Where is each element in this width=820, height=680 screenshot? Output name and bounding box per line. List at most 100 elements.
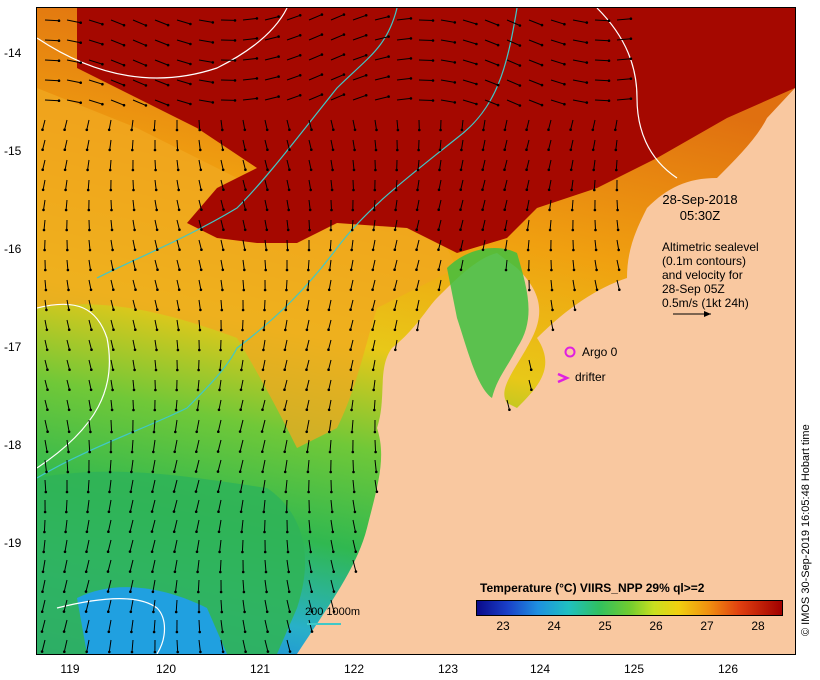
velocity-vector-head	[153, 650, 157, 654]
velocity-vector	[504, 179, 508, 190]
velocity-vector	[351, 239, 354, 250]
velocity-vector	[242, 639, 247, 652]
velocity-vector	[65, 199, 68, 211]
velocity-vector	[506, 59, 521, 66]
velocity-vector-head	[364, 54, 368, 57]
velocity-vector-head	[437, 188, 441, 192]
velocity-vector-head	[320, 13, 324, 16]
velocity-vector-head	[375, 128, 378, 132]
velocity-vector	[460, 199, 464, 210]
velocity-vector-head	[438, 168, 441, 172]
velocity-vector	[350, 379, 354, 390]
velocity-vector-head	[90, 328, 93, 332]
sst-map	[36, 7, 796, 655]
velocity-vector	[154, 179, 157, 190]
velocity-vector	[374, 139, 377, 151]
velocity-vector-head	[111, 368, 115, 372]
velocity-vector	[550, 59, 565, 65]
velocity-vector-head	[503, 148, 507, 151]
velocity-vector-head	[475, 82, 478, 86]
velocity-vector-head	[416, 168, 420, 172]
velocity-vector	[154, 279, 158, 290]
velocity-vector-head	[330, 188, 334, 192]
velocity-vector-head	[57, 99, 61, 102]
velocity-vector	[87, 499, 90, 512]
velocity-vector-head	[109, 450, 113, 454]
velocity-vector	[151, 499, 156, 512]
velocity-vector	[372, 319, 376, 330]
velocity-vector	[571, 199, 574, 211]
velocity-vector-head	[219, 590, 223, 594]
velocity-vector-head	[351, 208, 355, 212]
velocity-vector	[109, 159, 112, 171]
velocity-vector	[41, 639, 46, 652]
velocity-vector-head	[108, 470, 112, 474]
velocity-vector	[173, 479, 178, 492]
date-annotation: 28-Sep-2018 05:30Z	[655, 192, 745, 224]
x-tick-label: 123	[437, 662, 459, 676]
velocity-vector-head	[63, 650, 66, 653]
velocity-vector-head	[196, 388, 200, 392]
velocity-vector-head	[189, 62, 192, 66]
velocity-vector	[220, 239, 224, 250]
velocity-vector-head	[308, 228, 311, 232]
velocity-vector	[217, 479, 222, 492]
velocity-vector-head	[332, 590, 336, 593]
velocity-vector	[173, 499, 178, 512]
velocity-vector-head	[529, 368, 533, 372]
velocity-vector	[374, 56, 389, 61]
velocity-vector-head	[563, 102, 566, 106]
velocity-vector	[308, 139, 312, 150]
velocity-vector-head	[132, 388, 136, 392]
velocity-vector-head	[354, 570, 358, 573]
velocity-vector-head	[238, 430, 242, 433]
velocity-vector-head	[240, 530, 243, 534]
land-area	[297, 88, 795, 654]
velocity-vector-head	[353, 128, 357, 132]
argo-marker	[564, 346, 576, 358]
velocity-vector	[284, 339, 288, 350]
velocity-vector-head	[173, 470, 176, 474]
velocity-vector-head	[569, 148, 573, 152]
velocity-vector-head	[238, 470, 242, 474]
velocity-vector-head	[615, 168, 618, 172]
velocity-vector	[506, 399, 510, 410]
velocity-vector-head	[41, 590, 44, 593]
velocity-vector	[176, 39, 191, 45]
velocity-vector-head	[371, 308, 374, 312]
velocity-vector-head	[241, 570, 245, 574]
velocity-vector	[131, 439, 134, 453]
velocity-vector	[592, 119, 596, 130]
velocity-vector	[88, 359, 92, 370]
velocity-vector-head	[88, 450, 91, 454]
velocity-vector-head	[287, 590, 291, 594]
velocity-vector-head	[199, 650, 202, 654]
velocity-vector-head	[530, 388, 533, 392]
velocity-vector-head	[233, 19, 237, 22]
velocity-vector-head	[288, 610, 291, 613]
velocity-vector-head	[306, 450, 309, 454]
velocity-vector	[87, 159, 90, 170]
velocity-vector	[64, 539, 68, 552]
velocity-vector	[132, 39, 147, 46]
velocity-vector-head	[266, 148, 269, 151]
velocity-vector	[572, 59, 587, 64]
velocity-vector-head	[371, 268, 375, 272]
velocity-vector-head	[255, 77, 259, 80]
velocity-vector	[154, 299, 158, 310]
velocity-vector-head	[550, 268, 553, 272]
velocity-vector	[350, 319, 354, 330]
velocity-vector-head	[352, 490, 356, 494]
velocity-vector	[438, 239, 442, 250]
velocity-vector-head	[371, 288, 374, 292]
velocity-vector-head	[122, 103, 126, 107]
velocity-vector-head	[150, 530, 154, 533]
velocity-vector-head	[243, 128, 247, 132]
velocity-vector	[132, 79, 147, 86]
velocity-vector-head	[189, 22, 192, 26]
velocity-vector	[110, 339, 114, 350]
velocity-vector-head	[265, 208, 269, 212]
drifter-label: drifter	[575, 370, 606, 384]
velocity-vector-head	[134, 268, 137, 272]
velocity-vector	[174, 559, 178, 572]
